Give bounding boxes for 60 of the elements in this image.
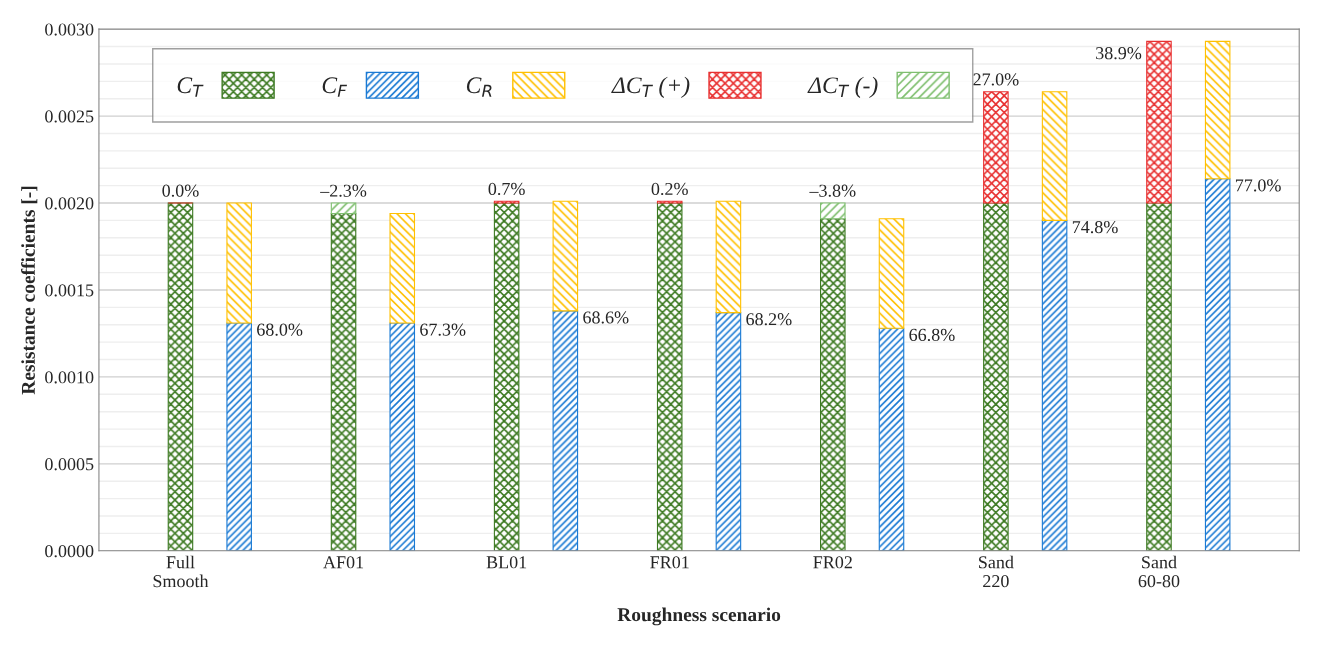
annotation: –3.8% [809,184,856,197]
bar [1146,40,1172,204]
bar [820,218,846,551]
bar [552,200,579,312]
bar [389,212,416,324]
y-tick-label: 0.0015 [45,284,94,297]
x-tick-label: Sand 60-80 [1138,555,1180,588]
bar [1041,219,1068,551]
x-tick-label: Sand 220 [979,555,1014,588]
annotation: 68.2% [746,313,792,326]
legend-label: ΔC$_{T}$ (+) [611,76,690,99]
bar [330,202,357,215]
legend-label: C$_{F}$ [322,77,347,97]
bar [1204,178,1231,551]
x-tick-label: AF01 [323,556,364,569]
annotation: 0.7% [488,182,525,196]
x-tick-label: FR02 [813,556,852,569]
bar [493,202,520,551]
legend-label: C$_{T}$ [177,77,204,97]
y-tick-label: 0.0010 [45,371,94,384]
bar [167,202,194,551]
x-axis-title: Roughness scenario [617,607,781,626]
y-tick-label: 0.0000 [45,545,94,558]
annotation: 77.0% [1235,179,1281,192]
bar [1041,91,1068,221]
bar [330,212,357,551]
bar [1146,202,1172,551]
annotation: 74.8% [1072,220,1118,234]
bar [820,202,846,220]
bar [1204,40,1231,180]
x-tick-label: Full Smooth [153,555,209,588]
bar [656,202,683,551]
annotation: 66.8% [909,328,955,342]
bar [983,202,1009,551]
bar [226,202,252,324]
annotation: 38.9% [1096,47,1142,60]
annotation: –2.3% [320,184,367,197]
y-tick-label: 0.0005 [45,458,94,471]
bar [389,322,416,551]
annotation: 0.0% [162,184,199,197]
bar [715,312,742,551]
y-tick-label: 0.0030 [45,23,94,36]
annotation: 0.2% [651,182,688,196]
bar [715,200,742,314]
bar [878,218,905,329]
bar [878,327,905,551]
legend-label: ΔC$_{T}$ (-) [807,76,878,99]
annotation: 68.0% [257,323,303,336]
bar [226,322,252,551]
y-tick-label: 0.0025 [45,110,94,123]
x-tick-label: FR01 [650,556,689,569]
annotation: 27.0% [973,73,1019,86]
bar [983,91,1009,204]
annotation: 67.3% [420,323,466,336]
y-axis-title: Resistance coefficients [-] [21,186,38,395]
annotation: 68.6% [583,311,629,324]
bar [552,310,579,551]
y-tick-label: 0.0020 [45,197,94,210]
legend-label: C$_{R}$ [466,77,492,97]
x-tick-label: BL01 [486,556,527,569]
